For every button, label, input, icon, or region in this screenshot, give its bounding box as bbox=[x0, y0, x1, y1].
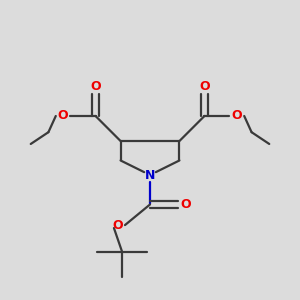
Text: N: N bbox=[145, 169, 155, 182]
Text: O: O bbox=[232, 110, 242, 122]
Text: O: O bbox=[180, 198, 190, 211]
Text: O: O bbox=[199, 80, 210, 93]
Text: O: O bbox=[112, 219, 123, 232]
Text: O: O bbox=[58, 110, 68, 122]
Text: O: O bbox=[90, 80, 101, 93]
